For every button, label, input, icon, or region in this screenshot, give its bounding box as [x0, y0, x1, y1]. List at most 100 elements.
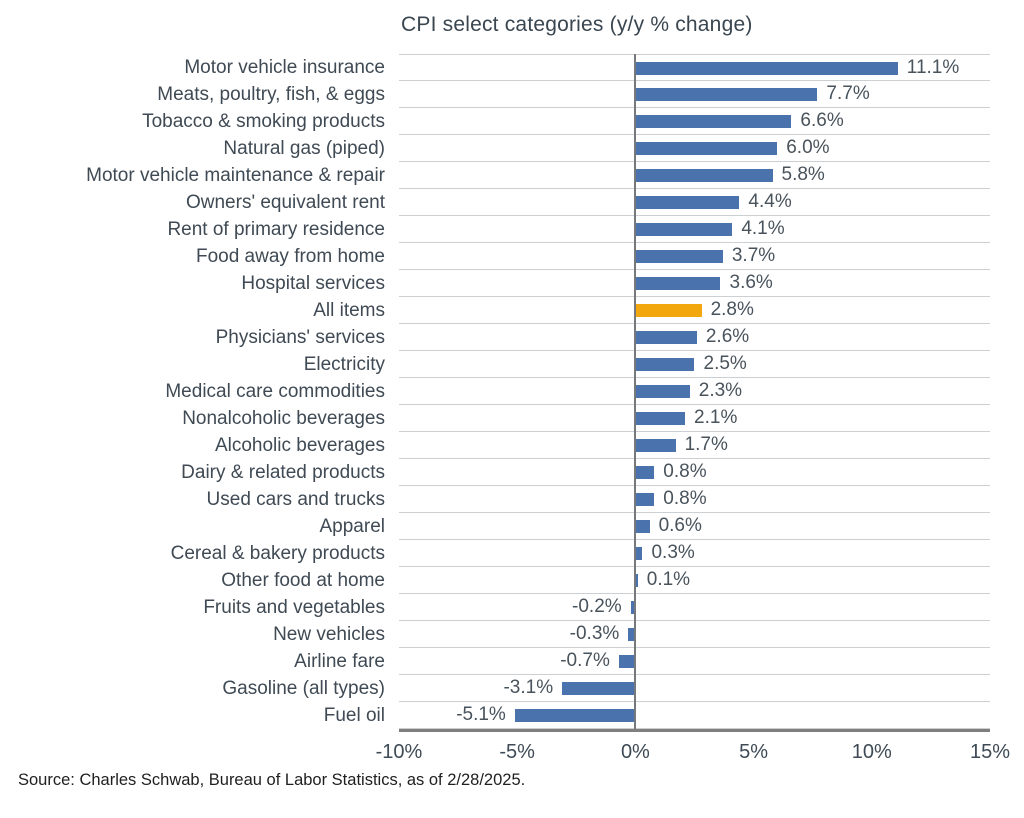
bar-row: Fruits and vegetables -0.2% [8, 594, 990, 621]
value-label: 0.3% [651, 542, 695, 563]
category-label: Hospital services [241, 273, 385, 294]
category-label: Motor vehicle maintenance & repair [86, 165, 385, 186]
bar-row: Owners' equivalent rent 4.4% [8, 189, 990, 216]
bar [514, 709, 636, 722]
category-label: Tobacco & smoking products [142, 111, 385, 132]
bar [562, 682, 636, 695]
value-label: 2.6% [705, 326, 750, 347]
bar-row: Other food at home 0.1% [8, 567, 990, 594]
value-label: 2.1% [694, 407, 738, 428]
bar-row: Used cars and trucks 0.8% [8, 486, 990, 513]
bar-row: Motor vehicle insurance 11.1% [8, 54, 990, 81]
chart-title: CPI select categories (y/y % change) [401, 13, 753, 36]
bar-track: 6.0% [399, 135, 990, 162]
bar-row: All items 2.8% [8, 297, 990, 324]
bar-track: 11.1% [399, 54, 990, 81]
bar-track: 4.1% [399, 216, 990, 243]
bar-track: -0.3% [399, 621, 990, 648]
value-label: 11.1% [906, 57, 960, 78]
bar [618, 655, 636, 668]
category-label: Other food at home [221, 570, 385, 591]
value-label: 3.6% [729, 272, 773, 293]
bar-track: 4.4% [399, 189, 990, 216]
x-axis-line [399, 729, 990, 732]
bar [635, 358, 695, 371]
bar-row: Medical care commodities 2.3% [8, 378, 990, 405]
bar [635, 142, 778, 155]
x-tick-label: 0% [620, 741, 650, 763]
category-label: Dairy & related products [181, 462, 385, 483]
x-tick-label: 10% [851, 741, 892, 763]
bar-row: Natural gas (piped) 6.0% [8, 135, 990, 162]
value-label: 3.7% [731, 245, 776, 266]
category-label: Food away from home [195, 246, 385, 267]
bar-row: Airline fare -0.7% [8, 648, 990, 675]
value-label: 6.0% [786, 137, 830, 158]
bar-row: Meats, poultry, fish, & eggs 7.7% [8, 81, 990, 108]
bar-row: Dairy & related products 0.8% [8, 459, 990, 486]
category-label: Meats, poultry, fish, & eggs [157, 84, 385, 105]
bar [635, 493, 655, 506]
source-note: Source: Charles Schwab, Bureau of Labor … [18, 771, 526, 789]
bar-track: 5.8% [399, 162, 990, 189]
bar-track: 2.3% [399, 378, 990, 405]
bar [635, 277, 721, 290]
bar-track: -0.2% [399, 594, 990, 621]
bar [630, 601, 636, 614]
category-label: Motor vehicle insurance [184, 57, 385, 78]
bar-track: 7.7% [399, 81, 990, 108]
value-label: -3.1% [503, 677, 554, 698]
category-label: Nonalcoholic beverages [182, 408, 385, 429]
bar-row: Rent of primary residence 4.1% [8, 216, 990, 243]
bar-track: 2.6% [399, 324, 990, 351]
bar-track: 0.8% [399, 486, 990, 513]
bar [635, 331, 697, 344]
x-tick-label: 15% [969, 741, 1011, 763]
category-label: Gasoline (all types) [222, 678, 385, 699]
x-axis-tick-labels: -10% -5% 0% 5% 10% 15% [376, 741, 1010, 767]
bar-row: Food away from home 3.7% [8, 243, 990, 270]
bar [635, 412, 686, 425]
bar [635, 547, 643, 560]
bar-row: Cereal & bakery products 0.3% [8, 540, 990, 567]
value-label: 2.8% [710, 299, 754, 320]
bar-track: 2.8% [399, 297, 990, 324]
bar-row: Alcoholic beverages 1.7% [8, 432, 990, 459]
bar-track: 0.8% [399, 459, 990, 486]
highlight-bar [635, 304, 702, 317]
bar-track: 2.5% [399, 351, 990, 378]
bar-track: 0.3% [399, 540, 990, 567]
bar-row: Tobacco & smoking products 6.6% [8, 108, 990, 135]
bar [628, 628, 636, 641]
value-label: 0.8% [663, 461, 707, 482]
bar-row: Motor vehicle maintenance & repair 5.8% [8, 162, 990, 189]
category-label: Apparel [319, 516, 386, 537]
bar-row: Electricity 2.5% [8, 351, 990, 378]
bar-row: Nonalcoholic beverages 2.1% [8, 405, 990, 432]
bar [635, 574, 638, 587]
bar-row: Gasoline (all types) -3.1% [8, 675, 990, 702]
bar-track: -5.1% [399, 702, 990, 729]
value-label: -5.1% [456, 704, 506, 725]
x-tick-label: -5% [499, 741, 535, 763]
category-label: Cereal & bakery products [170, 543, 385, 564]
bar-row: Apparel 0.6% [8, 513, 990, 540]
bar-track: 6.6% [399, 108, 990, 135]
bar-track: 0.1% [399, 567, 990, 594]
value-label: 2.5% [703, 353, 747, 374]
bar [635, 385, 690, 398]
bar-track: -3.1% [399, 675, 990, 702]
bar-row: Fuel oil -5.1% [8, 702, 990, 729]
category-label: Fuel oil [323, 705, 385, 726]
bar-track: 3.6% [399, 270, 990, 297]
category-label: Used cars and trucks [206, 489, 385, 510]
category-label: Natural gas (piped) [223, 138, 385, 159]
x-tick-label: -10% [375, 741, 423, 763]
bar [635, 250, 723, 263]
bar [635, 466, 655, 479]
value-label: 4.4% [748, 191, 792, 212]
bar [635, 169, 773, 182]
category-label: Electricity [303, 354, 385, 375]
bar-track: 0.6% [399, 513, 990, 540]
